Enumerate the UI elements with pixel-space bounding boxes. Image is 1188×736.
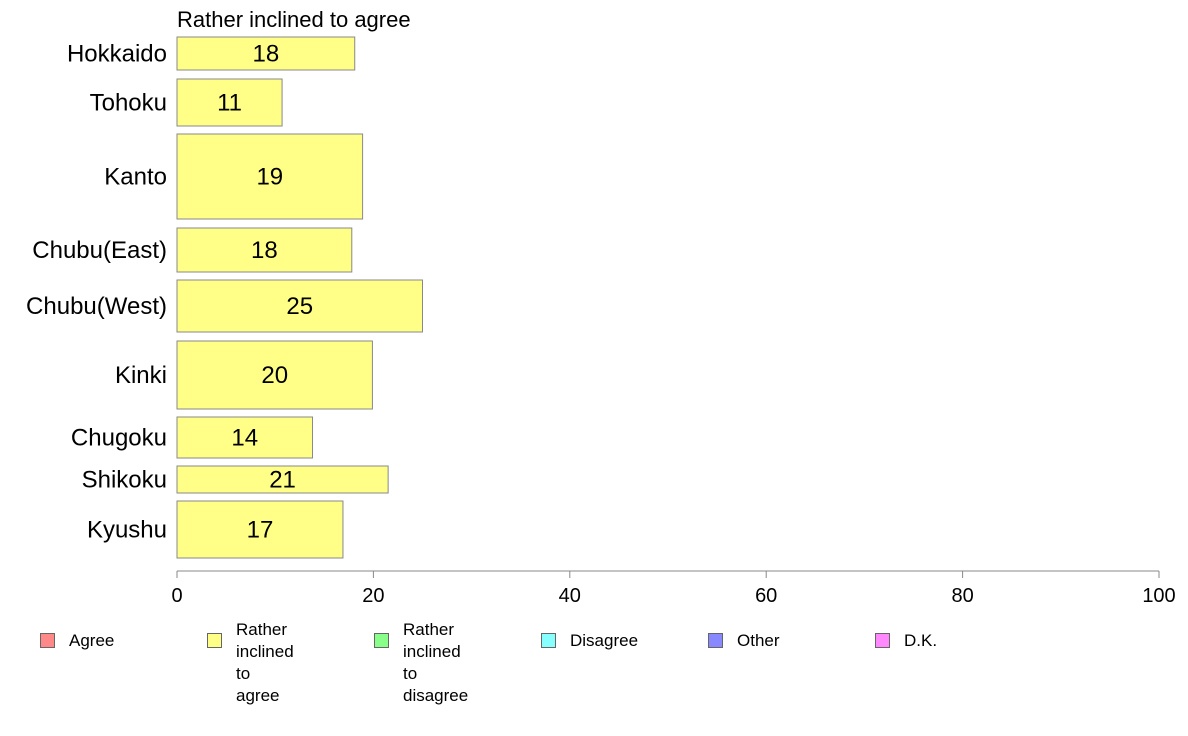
bar-chubu-east xyxy=(176,227,353,273)
category-label: Tohoku xyxy=(90,90,167,117)
x-tick-label: 0 xyxy=(171,585,182,607)
data-label: 20 xyxy=(261,362,288,389)
bar-kinki xyxy=(176,340,373,410)
x-axis: 0 20 40 60 80 100 xyxy=(171,570,1176,607)
bar-hokkaido xyxy=(176,36,356,71)
bar-tohoku xyxy=(176,78,283,127)
category-label: Kyushu xyxy=(87,517,167,544)
data-label: 14 xyxy=(231,425,258,452)
legend-label: Agree xyxy=(69,631,115,650)
data-label: 18 xyxy=(253,41,280,68)
bar-kanto xyxy=(176,133,364,220)
legend-label: Disagree xyxy=(570,631,639,650)
category-label: Chubu(West) xyxy=(26,293,167,320)
category-label: Hokkaido xyxy=(67,41,167,68)
data-label: 19 xyxy=(256,164,283,191)
category-label: Shikoku xyxy=(82,467,167,494)
bar-chubu-west xyxy=(176,279,423,333)
bar-kyushu xyxy=(176,500,344,559)
legend-swatch xyxy=(708,633,723,648)
x-tick-label: 40 xyxy=(559,585,581,607)
x-tick-label: 60 xyxy=(755,585,777,607)
data-label: 18 xyxy=(251,237,278,264)
bar-chugoku xyxy=(176,416,314,459)
legend-swatch xyxy=(374,633,389,648)
category-label: Chugoku xyxy=(71,425,167,452)
category-label: Kinki xyxy=(115,362,167,389)
x-tick-label: 80 xyxy=(951,585,973,607)
legend-label: Rather inclined to agree xyxy=(236,620,294,705)
data-label: 25 xyxy=(286,293,313,320)
bar-shikoku xyxy=(176,465,389,494)
chart-title: Rather inclined to agree xyxy=(177,7,411,32)
x-tick-label: 100 xyxy=(1142,585,1175,607)
legend-swatch xyxy=(207,633,222,648)
bars-group: Hokkaido 18 Tohoku 11 Kanto 19 Chubu(East) 18 Ch… xyxy=(26,36,423,559)
legend-swatch xyxy=(40,633,55,648)
category-label: Kanto xyxy=(104,164,167,191)
legend-label: D.K. xyxy=(904,631,938,650)
category-label: Chubu(East) xyxy=(32,237,167,264)
legend-label: Rather inclined to disagree xyxy=(403,620,469,705)
legend-swatch xyxy=(541,633,556,648)
data-label: 11 xyxy=(217,90,242,117)
x-tick-label: 20 xyxy=(362,585,384,607)
data-label: 17 xyxy=(247,517,274,544)
legend-label: Other xyxy=(737,631,780,650)
legend-swatch xyxy=(875,633,890,648)
data-label: 21 xyxy=(269,467,296,494)
